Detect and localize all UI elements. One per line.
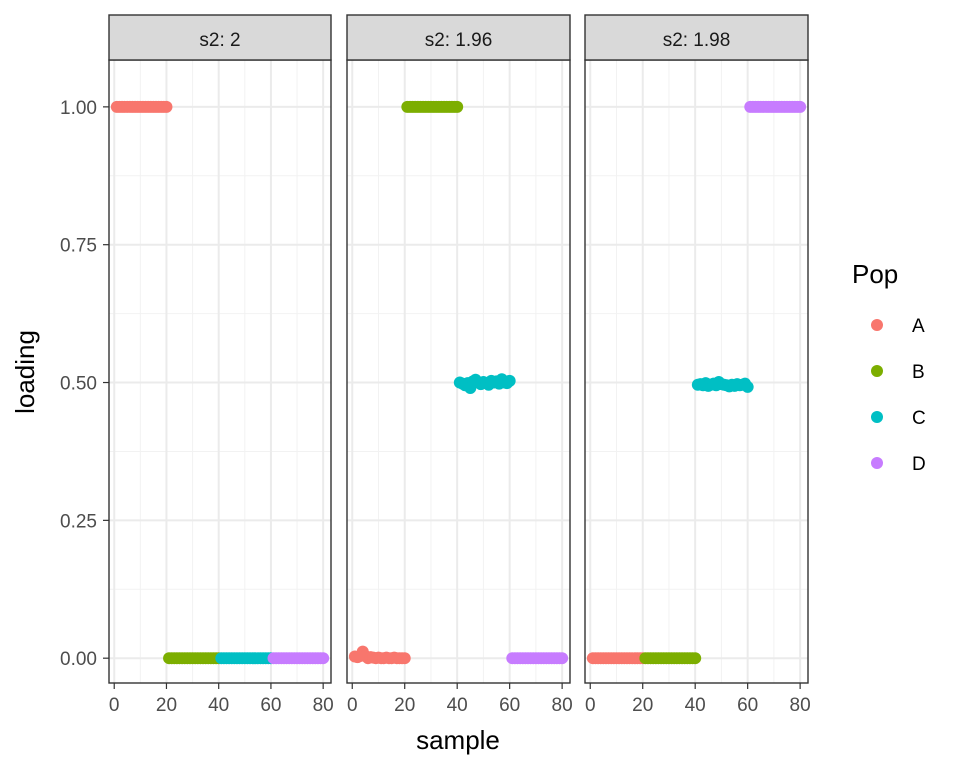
facet-strip [584, 14, 809, 61]
x-tick-label: 0 [585, 695, 596, 716]
x-tick-label: 40 [447, 695, 468, 716]
facet-strip-label: s2: 1.96 [425, 30, 493, 51]
series-D [267, 652, 330, 665]
series-A [110, 100, 173, 113]
x-tick-label: 40 [208, 695, 229, 716]
x-tick-label: 60 [737, 695, 758, 716]
panel-background [109, 60, 331, 683]
legend-label-A: A [912, 316, 925, 337]
legend-key-C [871, 411, 883, 423]
y-tick-label: 1.00 [60, 98, 97, 119]
facet-panel: s2: 2 [108, 14, 332, 684]
data-point [398, 652, 411, 665]
facet-panel: s2: 1.98 [584, 14, 809, 684]
facet-panels: s2: 2 s2: 1.96 s2: 1.98 [108, 14, 809, 684]
data-point [317, 652, 330, 665]
x-tick-label: 20 [394, 695, 415, 716]
x-tick-label: 40 [685, 695, 706, 716]
x-tick-label: 20 [632, 695, 653, 716]
panel-background [347, 60, 570, 683]
series-C [453, 373, 516, 395]
legend-key-A [871, 319, 883, 331]
facet-strip-label: s2: 2 [199, 30, 240, 51]
data-point [741, 380, 754, 393]
x-tick-label: 0 [347, 695, 358, 716]
series-C [691, 375, 754, 393]
y-tick-label: 0.00 [60, 649, 97, 670]
x-tick-label: 80 [313, 695, 334, 716]
legend-label-D: D [912, 454, 926, 475]
y-axis-label: loading [10, 330, 40, 414]
legend-label-C: C [912, 408, 926, 429]
facet-strip-label: s2: 1.98 [663, 30, 731, 51]
legend-label-B: B [912, 362, 925, 383]
data-point [160, 100, 173, 113]
legend-key-B [871, 365, 883, 377]
x-axis-label: sample [416, 725, 500, 755]
series-D [744, 100, 807, 113]
data-point [689, 652, 702, 665]
data-point [503, 374, 516, 387]
y-axis: 0.00 0.25 0.50 0.75 1.00 [60, 98, 109, 670]
series-B [401, 100, 464, 113]
x-tick-label: 0 [109, 695, 120, 716]
x-tick-label: 60 [260, 695, 281, 716]
y-tick-label: 0.25 [60, 511, 97, 532]
facet-strip [108, 14, 332, 61]
facet-panel: s2: 1.96 [346, 14, 571, 684]
legend-title: Pop [852, 259, 898, 289]
x-tick-label: 80 [552, 695, 573, 716]
x-axes: 0 20 40 60 80 0 20 40 60 80 0 20 40 60 80 [109, 683, 811, 716]
panel-background [585, 60, 808, 683]
y-tick-label: 0.50 [60, 374, 97, 395]
x-tick-label: 60 [499, 695, 520, 716]
data-point [451, 100, 464, 113]
y-tick-label: 0.75 [60, 236, 97, 257]
series-D [506, 652, 569, 665]
legend: Pop A B C D [852, 259, 926, 475]
data-point [556, 652, 569, 665]
series-A [348, 645, 411, 665]
x-tick-label: 80 [790, 695, 811, 716]
legend-keys: A B C D [871, 316, 926, 475]
data-point [794, 100, 807, 113]
x-tick-label: 20 [156, 695, 177, 716]
facet-strip [346, 14, 571, 61]
legend-key-D [871, 457, 883, 469]
series-B [639, 652, 702, 665]
